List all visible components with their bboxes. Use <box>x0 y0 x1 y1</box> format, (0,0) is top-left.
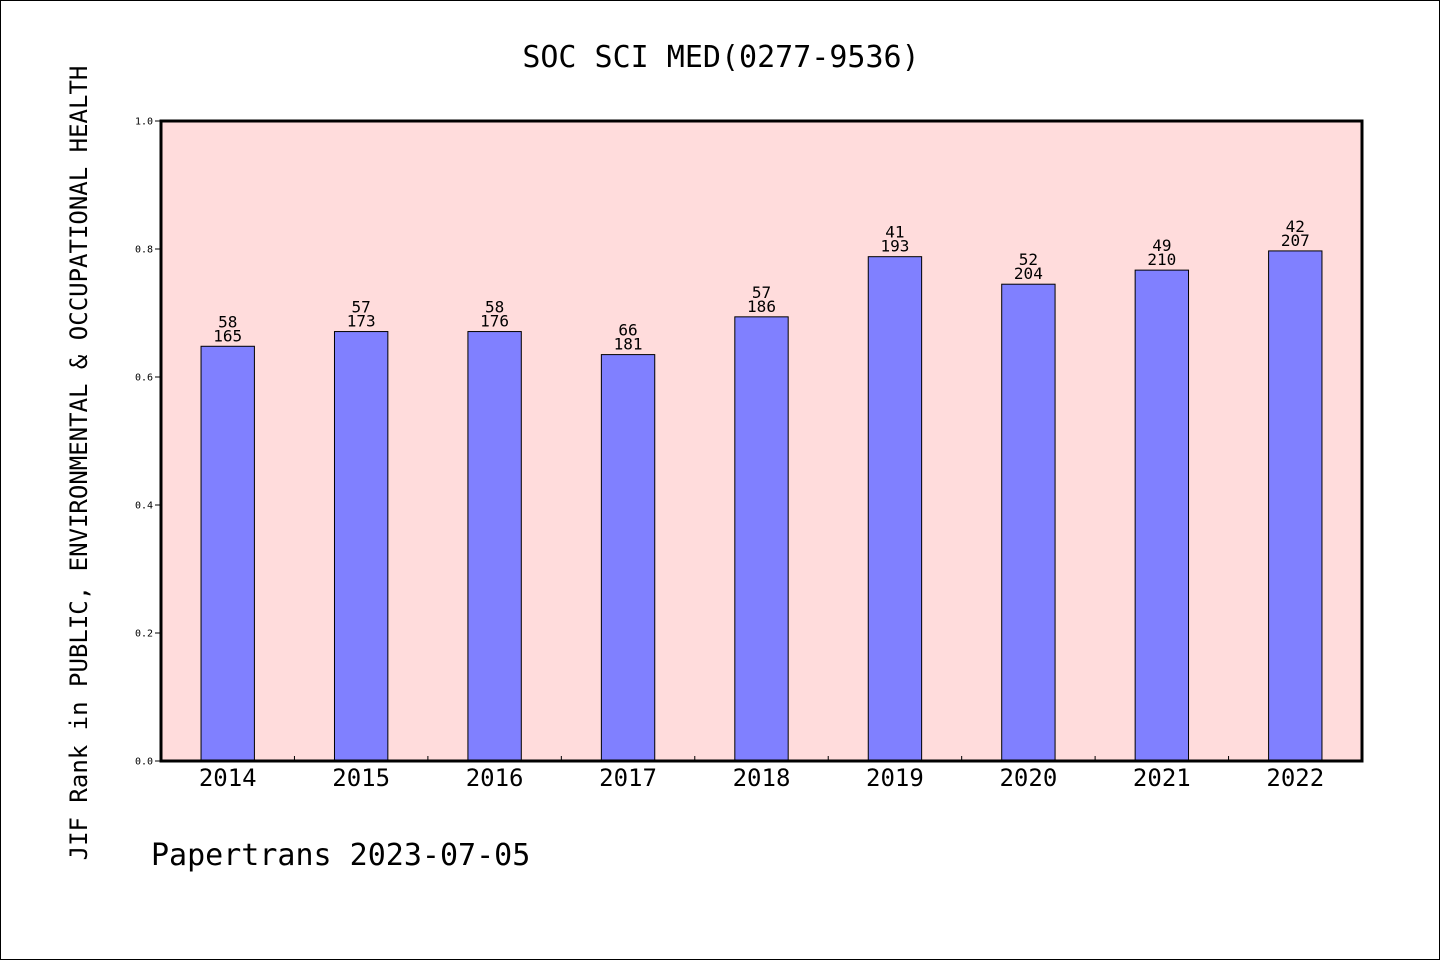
x-tick-label: 2017 <box>599 764 657 792</box>
bar <box>1268 250 1323 762</box>
bar-total-label: 173 <box>347 312 376 331</box>
y-tick-label: 0.6 <box>135 373 153 384</box>
bar-rank-label: 57 <box>352 298 371 317</box>
x-tick-label: 2022 <box>1266 764 1324 792</box>
bar-total-label: 204 <box>1014 264 1043 283</box>
bar-rank-label: 52 <box>1019 250 1038 269</box>
plot-border <box>159 119 1364 763</box>
x-tick-label: 2021 <box>1133 764 1191 792</box>
x-tick-label: 2016 <box>466 764 524 792</box>
bar-rank-label: 41 <box>885 223 904 242</box>
bar <box>1001 283 1056 762</box>
bar <box>200 345 255 762</box>
x-tick-label: 2014 <box>199 764 257 792</box>
bar-rank-label: 42 <box>1286 217 1305 236</box>
bar-total-label: 176 <box>480 312 509 331</box>
bar <box>1134 269 1190 762</box>
x-axis-ticks: 2014 2015 2016 2017 2018 2019 2020 2021 2022 <box>199 756 1324 792</box>
x-tick-label: 2015 <box>332 764 390 792</box>
bar <box>467 331 522 762</box>
bar-total-label: 181 <box>614 335 643 354</box>
x-tick-label: 2020 <box>999 764 1057 792</box>
bar-total-label: 186 <box>747 297 776 316</box>
bar-rank-label: 66 <box>618 321 637 340</box>
bar-rank-label: 57 <box>752 283 771 302</box>
y-tick-label: 0.4 <box>135 501 153 512</box>
y-tick-label: 0.0 <box>135 757 153 768</box>
bar-total-label: 193 <box>880 237 909 256</box>
bar-total-label: 210 <box>1147 250 1176 269</box>
y-tick-label: 0.8 <box>135 245 153 256</box>
bar-rank-label: 58 <box>218 312 237 331</box>
bar <box>333 331 389 762</box>
bar <box>600 354 656 762</box>
y-axis-ticks: 0.0 0.2 0.4 0.6 0.8 1.0 <box>135 117 161 768</box>
y-axis-label: JIF Rank in PUBLIC, ENVIRONMENTAL & OCCU… <box>65 66 93 861</box>
bar-rank-label: 58 <box>485 298 504 317</box>
bar <box>734 316 789 762</box>
y-tick-label: 0.2 <box>135 629 153 640</box>
chart-title: SOC SCI MED(0277-9536) <box>522 40 919 75</box>
x-tick-label: 2019 <box>866 764 924 792</box>
bar-rank-label: 49 <box>1152 236 1171 255</box>
bar-total-label: 165 <box>213 326 242 345</box>
y-tick-label: 1.0 <box>135 117 153 128</box>
bar-total-label: 207 <box>1281 231 1310 250</box>
x-tick-label: 2018 <box>733 764 791 792</box>
footer-credit: Papertrans 2023-07-05 <box>151 838 530 873</box>
bar <box>867 256 923 762</box>
